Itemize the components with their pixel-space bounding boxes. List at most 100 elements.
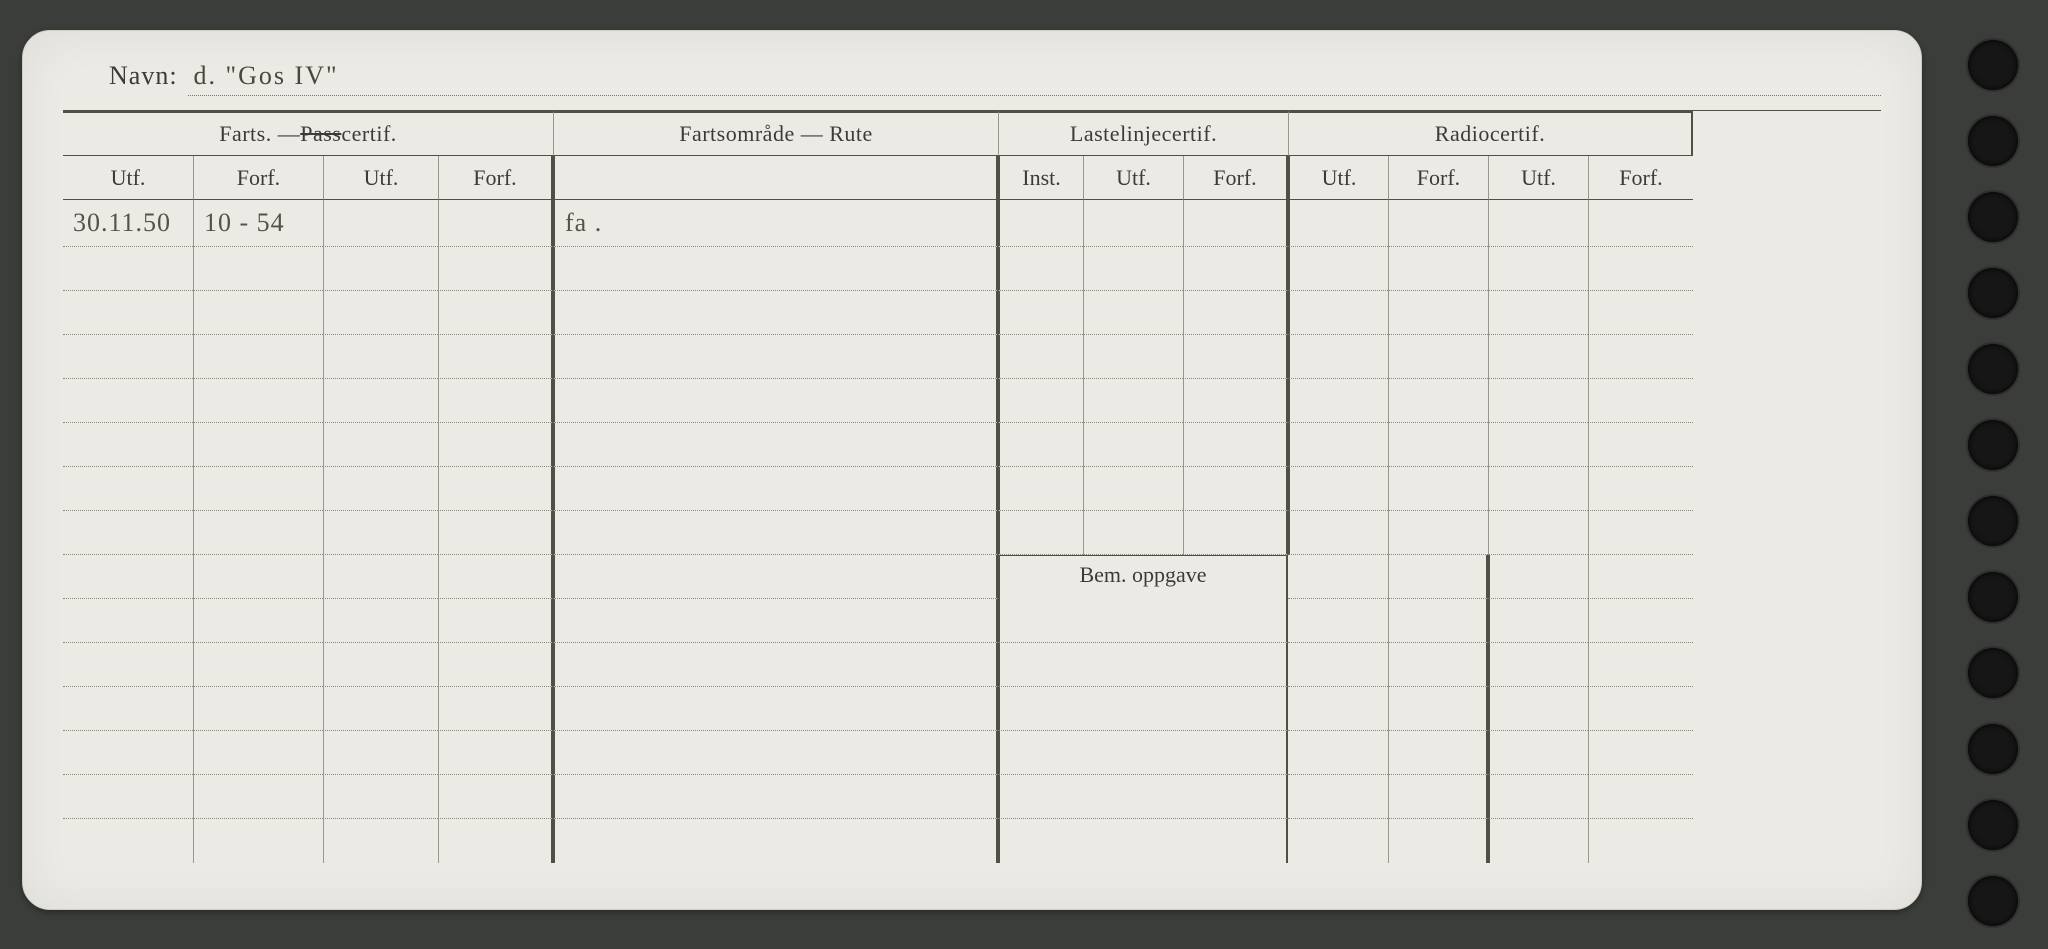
table-cell	[1083, 467, 1183, 511]
table-cell	[998, 379, 1083, 423]
table-cell	[323, 731, 438, 775]
table-cell	[193, 379, 323, 423]
table-cell	[1488, 291, 1588, 335]
table-cell	[1588, 291, 1693, 335]
table-cell	[1388, 731, 1488, 775]
table-cell	[1288, 731, 1388, 775]
table-cell	[1588, 687, 1693, 731]
table-cell	[193, 511, 323, 555]
hdr-l-forf: Forf.	[1183, 156, 1288, 200]
punch-hole	[1968, 800, 2018, 850]
table-cell	[1588, 731, 1693, 775]
bem-oppgave-body	[998, 599, 1288, 643]
table-cell	[1488, 555, 1588, 599]
table-cell	[553, 379, 998, 423]
table-row	[63, 599, 1881, 643]
navn-label: Navn:	[109, 61, 178, 91]
table-cell	[438, 379, 553, 423]
table-cell	[1488, 599, 1588, 643]
table-cell	[1388, 819, 1488, 863]
table-cell	[1083, 423, 1183, 467]
table-cell	[1388, 687, 1488, 731]
table-cell	[193, 731, 323, 775]
table-cell	[323, 379, 438, 423]
table-cell	[1588, 247, 1693, 291]
table-cell	[1388, 379, 1488, 423]
table-cell	[438, 599, 553, 643]
table-cell	[1183, 200, 1288, 247]
table-cell	[193, 775, 323, 819]
table-cell	[438, 335, 553, 379]
table-row	[63, 467, 1881, 511]
table-cell	[1183, 291, 1288, 335]
bem-header-row: Bem. oppgave	[63, 555, 1881, 599]
table-cell	[63, 643, 193, 687]
table-cell	[323, 599, 438, 643]
bem-oppgave-body	[998, 775, 1288, 819]
table-cell	[1488, 467, 1588, 511]
table-cell	[438, 643, 553, 687]
table-cell	[193, 247, 323, 291]
table-cell	[1488, 247, 1588, 291]
table-cell	[1588, 511, 1693, 555]
table-cell	[1588, 467, 1693, 511]
table-cell	[63, 423, 193, 467]
navn-row: Navn: d. "Gos IV"	[63, 53, 1881, 104]
punch-hole	[1968, 876, 2018, 926]
table-cell	[998, 467, 1083, 511]
punch-hole	[1968, 268, 2018, 318]
table-cell	[1183, 467, 1288, 511]
table-cell: 30.11.50	[63, 200, 193, 247]
table-cell	[1288, 775, 1388, 819]
bem-oppgave-body	[998, 643, 1288, 687]
bem-oppgave-header: Bem. oppgave	[998, 555, 1288, 599]
hdr-omrade-blank	[553, 156, 998, 200]
table-row	[63, 423, 1881, 467]
table-cell	[63, 819, 193, 863]
table-cell	[998, 511, 1083, 555]
table-cell	[63, 775, 193, 819]
table-cell	[438, 511, 553, 555]
table-row	[63, 731, 1881, 775]
table-cell	[1588, 599, 1693, 643]
table-cell	[323, 291, 438, 335]
hdr-fartsomrade: Fartsområde — Rute	[553, 111, 998, 156]
table-cell	[1183, 335, 1288, 379]
table-cell	[1488, 335, 1588, 379]
table-cell	[63, 379, 193, 423]
table-cell	[553, 247, 998, 291]
bem-oppgave-body	[998, 819, 1288, 863]
table-cell	[193, 687, 323, 731]
table-cell	[998, 335, 1083, 379]
table-cell	[1183, 511, 1288, 555]
bem-oppgave-body	[998, 731, 1288, 775]
table-cell	[1388, 643, 1488, 687]
table-cell	[193, 467, 323, 511]
table-cell	[1288, 379, 1388, 423]
table-row	[63, 643, 1881, 687]
table-row	[63, 247, 1881, 291]
table-cell	[1288, 555, 1388, 599]
hdr-farts-strike: Pass	[300, 121, 341, 147]
table-cell	[1488, 775, 1588, 819]
table-cell	[553, 423, 998, 467]
hdr-lastelinje: Lastelinjecertif.	[998, 111, 1288, 156]
table-cell	[1288, 335, 1388, 379]
table-cell	[323, 335, 438, 379]
hdr-r-forf1: Forf.	[1388, 156, 1488, 200]
table-cell	[1388, 423, 1488, 467]
ledger-table: Farts. — Pass certif. Fartsområde — Rute…	[63, 111, 1881, 863]
table-cell	[553, 819, 998, 863]
punch-holes	[1968, 40, 2018, 926]
table-cell	[438, 200, 553, 247]
table-cell	[323, 247, 438, 291]
table-cell	[323, 687, 438, 731]
table-cell	[998, 200, 1083, 247]
table-cell	[553, 643, 998, 687]
table-cell	[1588, 423, 1693, 467]
table-cell	[1488, 731, 1588, 775]
table-cell	[1588, 775, 1693, 819]
punch-hole	[1968, 192, 2018, 242]
hdr-farts-post: certif.	[341, 121, 396, 147]
punch-hole	[1968, 116, 2018, 166]
